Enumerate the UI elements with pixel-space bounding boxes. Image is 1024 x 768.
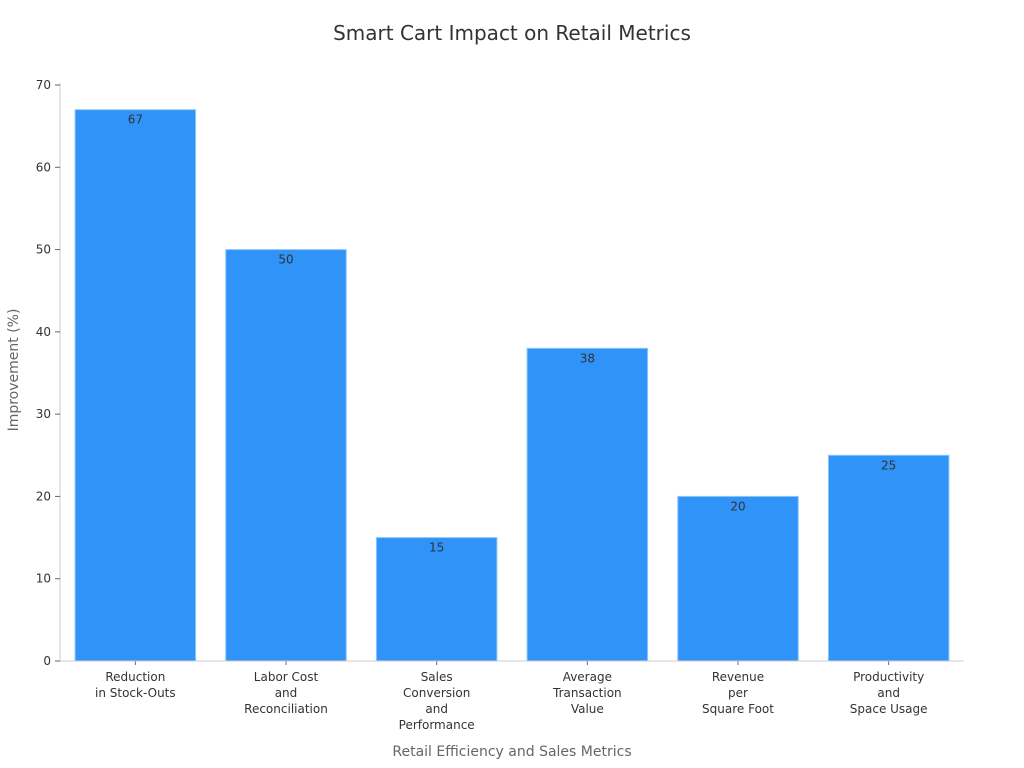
y-tick-label: 10 [36,572,51,586]
chart-title: Smart Cart Impact on Retail Metrics [333,21,691,45]
x-tick-label-line: Value [571,702,604,716]
data-label: 38 [580,351,595,365]
x-tick-label-line: and [877,686,900,700]
x-tick-label-line: Reconciliation [244,702,328,716]
x-tick-label-line: Revenue [712,670,764,684]
x-axis-title: Retail Efficiency and Sales Metrics [392,744,631,760]
x-tick-label-line: Productivity [853,670,924,684]
y-tick-label: 0 [43,654,51,668]
y-axis-title: Improvement (%) [6,309,22,432]
data-label: 20 [730,499,745,513]
x-tick-label-line: Reduction [105,670,165,684]
y-tick-label: 20 [36,489,51,503]
data-label: 25 [881,458,896,472]
data-label: 67 [128,113,143,127]
x-tick-label: Revenue per Square Foot [702,670,774,716]
x-tick-label-line: and [275,686,298,700]
bar [375,537,498,662]
y-tick-label: 40 [36,325,51,339]
x-tick-label: Labor Cost and Reconciliation [244,670,328,716]
x-tick-label-line: Performance [399,718,475,732]
x-tick-label: Sales Conversion and Performance [399,670,475,732]
x-tick-label-line: Space Usage [850,702,928,716]
x-tick-label: Average Transaction Value [552,670,622,716]
bar [526,347,649,662]
bar [225,249,347,662]
x-tick-label-line: Conversion [403,686,470,700]
data-label: 50 [278,253,293,267]
data-label: 15 [429,541,444,555]
bar [677,495,799,662]
x-tick-label-line: Average [563,670,612,684]
x-tick-label-line: Labor Cost [254,670,319,684]
x-tick-label-line: Square Foot [702,702,774,716]
x-tick-label-line: Sales [421,670,453,684]
y-tick-label: 60 [36,160,51,174]
x-tick-label-line: per [728,686,748,700]
x-tick-label-line: in Stock-Outs [95,686,176,700]
plot-area: 0 10 20 30 40 50 60 70 67 Reduction in Stock-Outs 5… [36,78,964,732]
x-tick-label: Productivity and Space Usage [850,670,928,716]
bar [827,454,950,662]
x-tick-label-line: Transaction [552,686,622,700]
bar [74,109,197,662]
y-tick-label: 70 [36,78,51,92]
x-tick-label: Reduction in Stock-Outs [95,670,176,700]
x-tick-label-line: and [425,702,448,716]
y-tick-label: 50 [36,243,51,257]
y-tick-label: 30 [36,407,51,421]
